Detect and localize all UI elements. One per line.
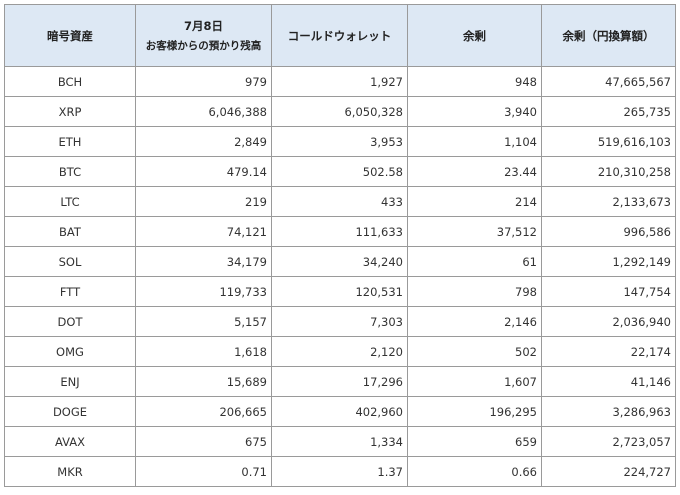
customer-balance-cell: 2,849 — [135, 126, 272, 157]
surplus-cell: 948 — [407, 66, 542, 97]
header-surplus: 余剰 — [407, 4, 542, 67]
asset-cell: BCH — [4, 66, 136, 97]
table-header: 暗号資産 7月8日 お客様からの預かり残高 コールドウォレット 余剰 余剰（円換… — [4, 4, 676, 67]
surplus-jpy-cell: 2,723,057 — [541, 426, 676, 457]
cold-wallet-cell: 1,334 — [271, 426, 408, 457]
header-customer-date: 7月8日 — [183, 18, 223, 33]
surplus-jpy-cell: 996,586 — [541, 216, 676, 247]
header-customer-balance: 7月8日 お客様からの預かり残高 — [135, 4, 272, 67]
surplus-jpy-cell: 147,754 — [541, 276, 676, 307]
customer-balance-cell: 0.71 — [135, 456, 272, 487]
surplus-cell: 0.66 — [407, 456, 542, 487]
surplus-jpy-cell: 47,665,567 — [541, 66, 676, 97]
cold-wallet-cell: 502.58 — [271, 156, 408, 187]
surplus-cell: 23.44 — [407, 156, 542, 187]
cold-wallet-cell: 2,120 — [271, 336, 408, 367]
table-row: DOT 5,157 7,303 2,146 2,036,940 — [4, 306, 676, 337]
surplus-cell: 196,295 — [407, 396, 542, 427]
asset-cell: FTT — [4, 276, 136, 307]
cold-wallet-cell: 34,240 — [271, 246, 408, 277]
surplus-cell: 2,146 — [407, 306, 542, 337]
surplus-cell: 3,940 — [407, 96, 542, 127]
cold-wallet-cell: 3,953 — [271, 126, 408, 157]
asset-cell: DOT — [4, 306, 136, 337]
customer-balance-cell: 675 — [135, 426, 272, 457]
cold-wallet-cell: 17,296 — [271, 366, 408, 397]
table-row: MKR 0.71 1.37 0.66 224,727 — [4, 456, 676, 487]
surplus-jpy-cell: 519,616,103 — [541, 126, 676, 157]
asset-cell: AVAX — [4, 426, 136, 457]
surplus-jpy-cell: 22,174 — [541, 336, 676, 367]
surplus-jpy-cell: 2,133,673 — [541, 186, 676, 217]
surplus-jpy-cell: 3,286,963 — [541, 396, 676, 427]
customer-balance-cell: 979 — [135, 66, 272, 97]
table-body: BCH 979 1,927 948 47,665,567 XRP 6,046,388 6,05… — [4, 66, 676, 487]
surplus-jpy-cell: 1,292,149 — [541, 246, 676, 277]
customer-balance-cell: 74,121 — [135, 216, 272, 247]
surplus-jpy-cell: 210,310,258 — [541, 156, 676, 187]
table-row: XRP 6,046,388 6,050,328 3,940 265,735 — [4, 96, 676, 127]
header-asset: 暗号資産 — [4, 4, 136, 67]
customer-balance-cell: 6,046,388 — [135, 96, 272, 127]
surplus-cell: 1,607 — [407, 366, 542, 397]
table-row: BAT 74,121 111,633 37,512 996,586 — [4, 216, 676, 247]
table-row: FTT 119,733 120,531 798 147,754 — [4, 276, 676, 307]
asset-cell: LTC — [4, 186, 136, 217]
header-row: 暗号資産 7月8日 お客様からの預かり残高 コールドウォレット 余剰 余剰（円換… — [4, 4, 676, 67]
header-customer-label: お客様からの預かり残高 — [145, 39, 262, 52]
table-row: ETH 2,849 3,953 1,104 519,616,103 — [4, 126, 676, 157]
cold-wallet-cell: 6,050,328 — [271, 96, 408, 127]
header-surplus-jpy: 余剰（円換算額） — [541, 4, 676, 67]
customer-balance-cell: 119,733 — [135, 276, 272, 307]
table-row: SOL 34,179 34,240 61 1,292,149 — [4, 246, 676, 277]
surplus-cell: 214 — [407, 186, 542, 217]
asset-cell: MKR — [4, 456, 136, 487]
customer-balance-cell: 15,689 — [135, 366, 272, 397]
asset-cell: ENJ — [4, 366, 136, 397]
cold-wallet-cell: 1.37 — [271, 456, 408, 487]
customer-balance-cell: 1,618 — [135, 336, 272, 367]
asset-cell: OMG — [4, 336, 136, 367]
cold-wallet-cell: 111,633 — [271, 216, 408, 247]
asset-cell: BAT — [4, 216, 136, 247]
header-cold-wallet: コールドウォレット — [271, 4, 408, 67]
asset-cell: BTC — [4, 156, 136, 187]
cold-wallet-cell: 7,303 — [271, 306, 408, 337]
table-row: LTC 219 433 214 2,133,673 — [4, 186, 676, 217]
asset-cell: SOL — [4, 246, 136, 277]
crypto-holdings-table: 暗号資産 7月8日 お客様からの預かり残高 コールドウォレット 余剰 余剰（円換… — [4, 4, 676, 487]
table-row: ENJ 15,689 17,296 1,607 41,146 — [4, 366, 676, 397]
cold-wallet-cell: 120,531 — [271, 276, 408, 307]
customer-balance-cell: 34,179 — [135, 246, 272, 277]
cold-wallet-cell: 402,960 — [271, 396, 408, 427]
customer-balance-cell: 479.14 — [135, 156, 272, 187]
customer-balance-cell: 206,665 — [135, 396, 272, 427]
surplus-jpy-cell: 224,727 — [541, 456, 676, 487]
asset-cell: DOGE — [4, 396, 136, 427]
customer-balance-cell: 219 — [135, 186, 272, 217]
customer-balance-cell: 5,157 — [135, 306, 272, 337]
surplus-cell: 659 — [407, 426, 542, 457]
surplus-cell: 1,104 — [407, 126, 542, 157]
table-row: OMG 1,618 2,120 502 22,174 — [4, 336, 676, 367]
table-row: AVAX 675 1,334 659 2,723,057 — [4, 426, 676, 457]
surplus-jpy-cell: 2,036,940 — [541, 306, 676, 337]
table-row: BTC 479.14 502.58 23.44 210,310,258 — [4, 156, 676, 187]
surplus-jpy-cell: 41,146 — [541, 366, 676, 397]
table-row: BCH 979 1,927 948 47,665,567 — [4, 66, 676, 97]
asset-cell: ETH — [4, 126, 136, 157]
asset-cell: XRP — [4, 96, 136, 127]
surplus-jpy-cell: 265,735 — [541, 96, 676, 127]
surplus-cell: 61 — [407, 246, 542, 277]
surplus-cell: 502 — [407, 336, 542, 367]
table-row: DOGE 206,665 402,960 196,295 3,286,963 — [4, 396, 676, 427]
surplus-cell: 37,512 — [407, 216, 542, 247]
cold-wallet-cell: 1,927 — [271, 66, 408, 97]
cold-wallet-cell: 433 — [271, 186, 408, 217]
surplus-cell: 798 — [407, 276, 542, 307]
